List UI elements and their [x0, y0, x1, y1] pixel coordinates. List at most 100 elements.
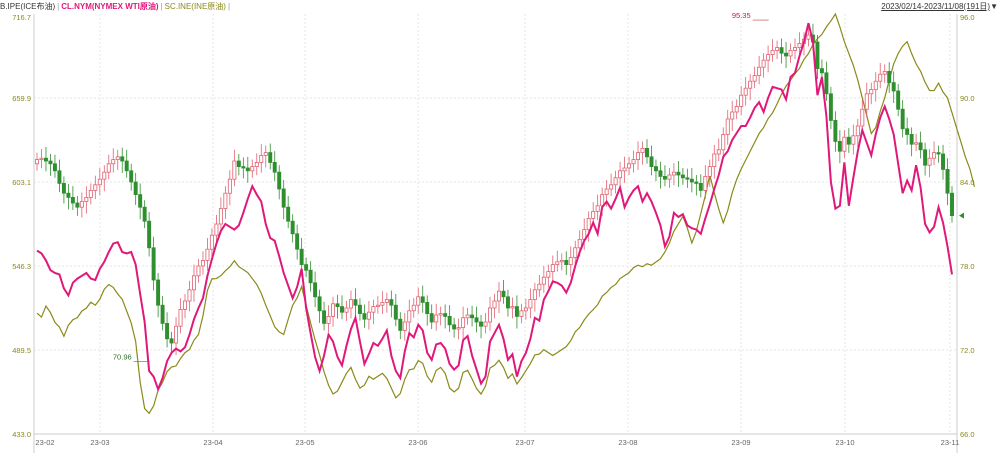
- candle-body: [416, 296, 421, 306]
- candle-body: [470, 314, 475, 319]
- candle-body: [393, 304, 398, 320]
- candle-body: [425, 301, 430, 314]
- candle-body: [721, 133, 726, 151]
- candle-body: [541, 276, 546, 285]
- candle-body: [277, 171, 282, 190]
- x-axis-tick-label: 23-02: [35, 438, 54, 447]
- candle-body: [662, 175, 667, 180]
- right-axis-tick-label: 78.0: [960, 262, 975, 271]
- candle-body: [88, 189, 93, 198]
- candle-body: [111, 159, 116, 165]
- candle-body: [842, 136, 847, 152]
- candle-body: [869, 89, 874, 95]
- candle-body: [779, 47, 784, 54]
- candle-body: [174, 325, 179, 344]
- candle-body: [694, 181, 699, 184]
- date-range-selector[interactable]: 2023/02/14-2023/11/08(191日)▼: [881, 1, 998, 13]
- candle-body: [223, 192, 228, 209]
- candle-body: [102, 171, 107, 180]
- x-axis-tick-label: 23-10: [835, 438, 854, 447]
- candle-body: [618, 170, 623, 179]
- candle-body: [927, 157, 932, 166]
- x-axis-tick-label: 23-09: [731, 438, 750, 447]
- candle-body: [461, 317, 466, 328]
- candle-body: [685, 177, 690, 180]
- candle-body: [828, 93, 833, 121]
- candle-body: [272, 161, 277, 173]
- candle-body: [443, 313, 448, 317]
- candle-body: [649, 156, 654, 168]
- candle-body: [519, 310, 524, 317]
- candle-body: [887, 71, 892, 84]
- candle-body: [815, 41, 820, 70]
- candle-body: [75, 202, 80, 208]
- candle-body: [761, 59, 766, 68]
- candle-body: [505, 296, 510, 309]
- candle-body: [528, 299, 533, 309]
- candle-body: [653, 166, 658, 172]
- candle-body: [712, 153, 717, 168]
- candle-body: [891, 82, 896, 92]
- candle-body: [878, 73, 883, 82]
- candle-body: [322, 310, 327, 324]
- candle-body: [860, 108, 865, 127]
- candle-body: [757, 66, 762, 76]
- legend-item-sc[interactable]: SC.INE(INE原油): [164, 2, 226, 11]
- candle-body: [775, 47, 780, 51]
- candle-body: [227, 178, 232, 194]
- candle-body: [218, 208, 223, 225]
- candle-body: [245, 167, 250, 172]
- candle-body: [667, 174, 672, 180]
- candle-body: [254, 161, 259, 167]
- candle-body: [600, 194, 605, 207]
- candle-body: [169, 338, 174, 344]
- candle-body: [43, 157, 48, 162]
- candle-body: [120, 156, 125, 162]
- x-axis-tick-label: 23-08: [618, 438, 637, 447]
- candle-body: [945, 168, 950, 194]
- candle-body: [129, 170, 134, 183]
- candle-body: [335, 303, 340, 307]
- candle-body: [142, 206, 147, 222]
- candle-body: [250, 166, 255, 172]
- candle-body: [268, 152, 273, 163]
- candle-body: [57, 170, 62, 184]
- annotation-label: 95.35: [732, 11, 751, 20]
- candle-body: [932, 152, 937, 159]
- date-range-text[interactable]: 2023/02/14-2023/11/08(191日): [881, 2, 991, 11]
- candle-body: [855, 125, 860, 137]
- x-axis-tick-label: 23-04: [203, 438, 222, 447]
- candle-body: [676, 171, 681, 176]
- left-axis-tick-label: 716.7: [12, 13, 31, 22]
- candle-body: [905, 128, 910, 135]
- candle-body: [362, 313, 367, 320]
- candle-body: [348, 299, 353, 309]
- candle-body: [313, 282, 318, 298]
- candle-body: [232, 160, 237, 180]
- x-axis-tick-label: 23-07: [515, 438, 534, 447]
- candle-body: [873, 80, 878, 90]
- candle-body: [909, 133, 914, 145]
- candle-body: [591, 210, 596, 219]
- candle-body: [389, 299, 394, 306]
- candle-body: [124, 160, 129, 172]
- candle-body: [205, 248, 210, 261]
- candle-body: [79, 201, 84, 208]
- candle-body: [48, 160, 53, 165]
- x-axis-tick-label: 23-11: [941, 438, 960, 447]
- candle-body: [165, 322, 170, 340]
- candle-body: [281, 188, 286, 208]
- candle-body: [627, 163, 632, 169]
- candle-body: [797, 43, 802, 49]
- candle-body: [331, 303, 336, 317]
- caret-down-icon[interactable]: ▼: [990, 2, 998, 11]
- candle-body: [133, 181, 138, 196]
- candle-body: [725, 118, 730, 135]
- candle-body: [259, 154, 264, 163]
- candle-body: [784, 52, 789, 57]
- series-line-cl-nym: [36, 22, 953, 393]
- candle-body: [398, 318, 403, 331]
- candle-body: [84, 196, 89, 202]
- legend-item-brent[interactable]: B.IPE(ICE布油): [0, 2, 56, 11]
- legend-item-wti[interactable]: CL.NYM(NYMEX WTI原油): [61, 2, 159, 11]
